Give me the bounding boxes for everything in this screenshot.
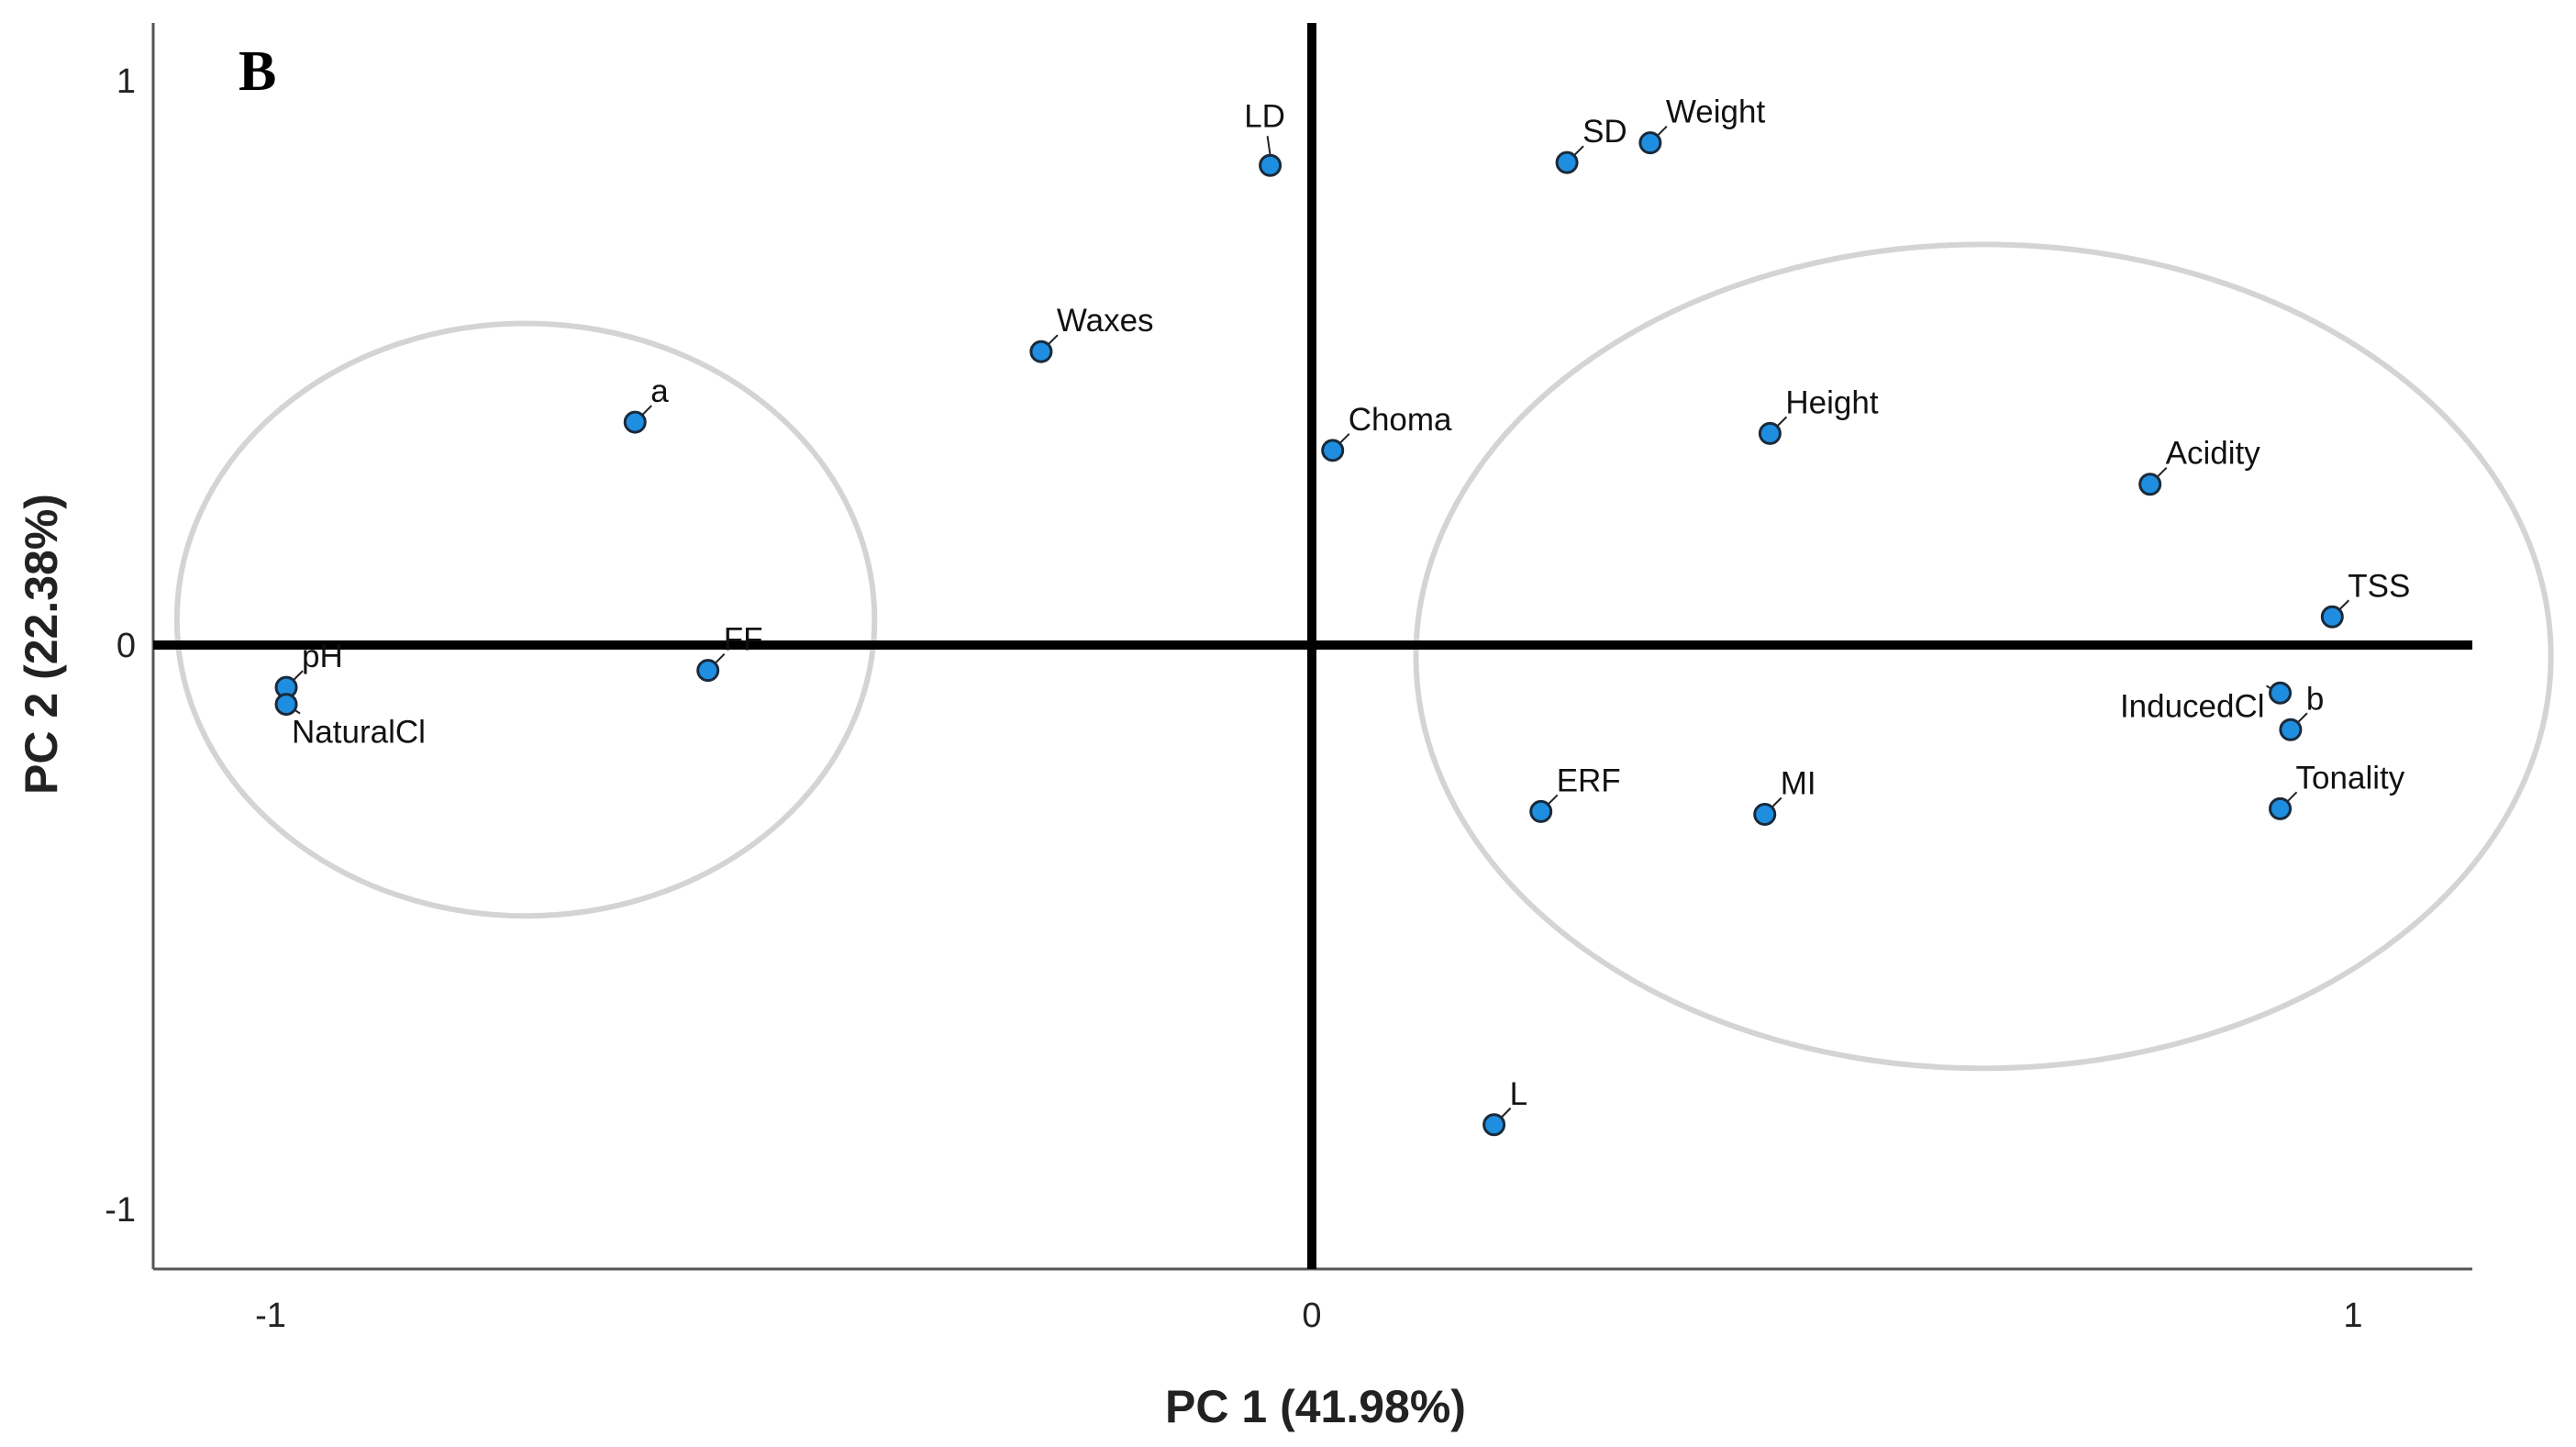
point-label: TSS <box>2348 568 2410 604</box>
y-axis-title: PC 2 (22.38%) <box>16 494 67 795</box>
data-point <box>2269 681 2293 705</box>
point-label: NaturalCl <box>292 715 426 751</box>
leader-line <box>1048 334 1059 345</box>
data-point <box>2269 796 2293 820</box>
data-point <box>1758 421 1782 445</box>
data-point <box>1259 153 1282 177</box>
point-label: Weight <box>1666 95 1766 130</box>
group-ellipses <box>173 241 2554 1072</box>
data-points: LD SD Weight Waxes a Choma Height Acidity TSS FF p… <box>274 95 2410 1137</box>
leader-line <box>1776 416 1788 428</box>
tick-labels: -1 0 1 -1 0 1 <box>105 62 2362 1335</box>
data-point <box>2138 473 2162 496</box>
leader-line <box>1338 433 1350 444</box>
leader-line <box>1771 796 1782 808</box>
data-point <box>2320 605 2344 629</box>
leader-line <box>1500 1108 1512 1119</box>
x-tick-label: -1 <box>255 1297 286 1335</box>
leader-line <box>2156 467 2168 478</box>
point-label: Height <box>1785 384 1878 420</box>
point-label: Waxes <box>1057 303 1154 339</box>
leader-line <box>1573 145 1584 156</box>
data-point <box>1529 799 1553 823</box>
leader-line <box>1266 136 1271 156</box>
data-point <box>1482 1113 1506 1137</box>
point-label: b <box>2306 681 2324 717</box>
data-point <box>696 659 720 683</box>
leader-line <box>714 652 726 664</box>
x-tick-label: 0 <box>1302 1297 1321 1335</box>
y-tick-label: 1 <box>117 62 136 101</box>
y-tick-label: -1 <box>105 1191 136 1230</box>
panel-letter: B <box>239 40 276 103</box>
point-label: LD <box>1244 98 1285 134</box>
point-label: Acidity <box>2166 436 2261 472</box>
axes <box>151 23 2472 1271</box>
data-point <box>1555 150 1579 174</box>
point-label: SD <box>1582 114 1627 150</box>
data-point <box>2279 718 2303 741</box>
point-label: Tonality <box>2296 760 2405 796</box>
leader-line <box>1547 794 1559 806</box>
point-label: InducedCl <box>2120 688 2265 724</box>
data-point <box>1321 439 1345 462</box>
group-ellipse-2 <box>1413 241 2554 1072</box>
point-label: ERF <box>1557 762 1621 798</box>
group-ellipse-1 <box>173 320 878 919</box>
leader-line <box>2338 599 2350 610</box>
point-label: MI <box>1781 766 1816 802</box>
point-label: L <box>1510 1076 1527 1112</box>
point-label: pH <box>302 639 343 674</box>
x-tick-label: 1 <box>2343 1297 2362 1335</box>
point-label: a <box>650 373 669 409</box>
point-label: Choma <box>1349 402 1452 438</box>
y-tick-label: 0 <box>117 627 136 665</box>
leader-line <box>2286 791 2298 803</box>
leader-line <box>641 405 652 416</box>
data-point <box>623 410 647 434</box>
leader-line <box>1657 125 1668 137</box>
leader-line <box>293 670 304 681</box>
data-point <box>1753 803 1777 826</box>
point-label: FF <box>724 622 763 658</box>
x-axis-title: PC 1 (41.98%) <box>1165 1381 1466 1432</box>
data-point <box>274 693 298 717</box>
data-point <box>1029 339 1053 363</box>
data-point <box>1638 131 1662 155</box>
leader-line <box>2297 712 2308 723</box>
